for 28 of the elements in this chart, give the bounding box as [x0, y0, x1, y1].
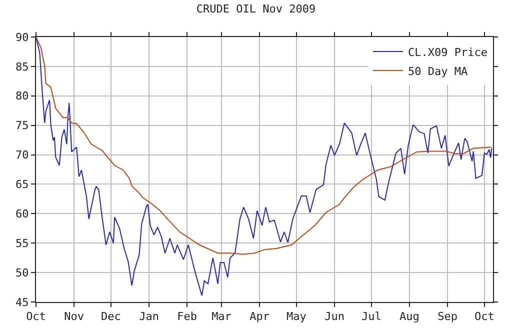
x-tick-label: Feb	[177, 310, 198, 324]
line-series	[36, 37, 492, 255]
y-tick-label: 75	[16, 119, 29, 132]
x-tick-label: Mar	[212, 310, 232, 324]
x-tick-label: Apr	[250, 310, 270, 324]
y-tick-label: 65	[16, 178, 29, 192]
x-tick-label: Aug	[400, 310, 420, 324]
x-tick-label: Jul	[361, 310, 382, 324]
legend-label: 50 Day MA	[408, 64, 468, 78]
x-tick-label: Sep	[438, 310, 458, 324]
y-tick-label: 50	[16, 266, 29, 280]
x-tick-label: Jan	[139, 310, 159, 324]
x-tick-label: Dec	[101, 310, 121, 324]
y-tick-label: 45	[16, 296, 29, 309]
y-tick-label: 80	[16, 90, 29, 103]
y-tick-label: 85	[16, 60, 29, 74]
x-tick-label: Oct	[26, 310, 46, 324]
line-series	[36, 37, 492, 296]
x-tick-label: Jun	[324, 310, 344, 324]
x-tick-label: May	[286, 310, 307, 324]
x-tick-label: Oct	[474, 310, 494, 324]
chart-title: CRUDE OIL Nov 2009	[196, 2, 316, 16]
y-tick-label: 70	[16, 148, 29, 162]
y-tick-label: 55	[16, 236, 29, 250]
y-tick-label: 60	[16, 208, 29, 221]
legend-label: CL.X09 Price	[408, 46, 488, 59]
y-tick-label: 90	[16, 30, 29, 44]
x-tick-label: Nov	[64, 310, 84, 324]
